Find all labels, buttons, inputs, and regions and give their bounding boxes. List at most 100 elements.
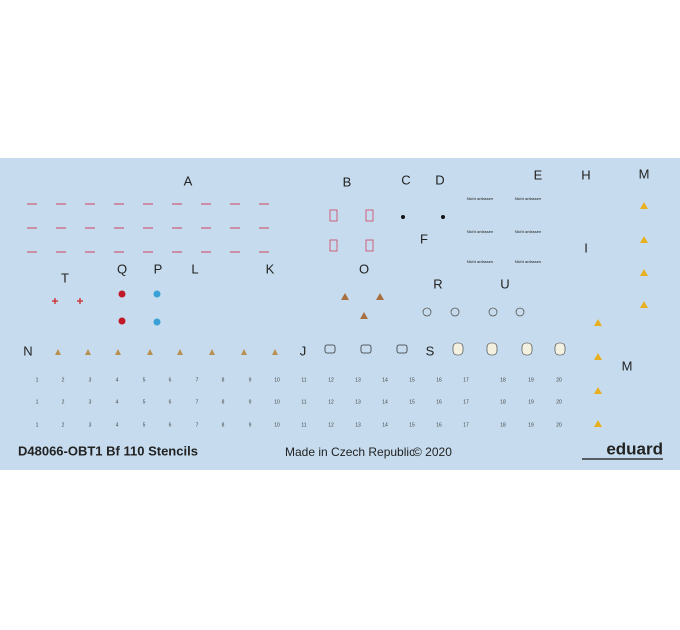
small-triangle <box>241 349 247 355</box>
decal-number: 18 <box>500 422 506 428</box>
red-frame <box>365 209 374 222</box>
decal-number: 13 <box>355 377 361 383</box>
decal-number: 2 <box>62 377 65 383</box>
decal-number: 8 <box>222 399 225 405</box>
decal-number: 10 <box>274 422 280 428</box>
decal-number: 6 <box>169 399 172 405</box>
ring-decal <box>488 307 498 317</box>
ring-decal <box>515 307 525 317</box>
decal-number: 1 <box>36 422 39 428</box>
decal-number: 11 <box>301 399 306 405</box>
warning-triangle <box>594 319 602 326</box>
decal-number: 4 <box>116 422 119 428</box>
decal-number: 16 <box>436 422 442 428</box>
decal-number: 17 <box>463 422 469 428</box>
brown-triangle <box>376 293 384 300</box>
section-letter: C <box>401 172 410 187</box>
decal-number: 9 <box>249 399 252 405</box>
brand-logo: eduard <box>606 439 663 458</box>
small-triangle <box>177 349 183 355</box>
decal-number: 16 <box>436 399 442 405</box>
arch-decal <box>452 342 464 356</box>
warning-triangle <box>594 387 602 394</box>
decal-number: 5 <box>143 377 146 383</box>
section-letter: S <box>426 343 435 358</box>
decal-number: 4 <box>116 399 119 405</box>
black-dot <box>401 215 405 219</box>
small-triangle <box>85 349 91 355</box>
section-letter: R <box>433 276 442 291</box>
decal-number: 10 <box>274 399 280 405</box>
warning-triangle <box>594 353 602 360</box>
small-triangle <box>209 349 215 355</box>
decal-number: 9 <box>249 377 252 383</box>
decal-number: 16 <box>436 377 442 383</box>
stencil-label: Nicht anfassen <box>515 229 541 234</box>
stencil-label: Nicht anfassen <box>515 196 541 201</box>
section-letter: J <box>300 343 307 358</box>
decal-number: 2 <box>62 422 65 428</box>
decal-number: 15 <box>409 399 415 405</box>
brown-triangle <box>341 293 349 300</box>
decal-number: 5 <box>143 399 146 405</box>
decal-number: 14 <box>382 422 388 428</box>
decal-number: 15 <box>409 377 415 383</box>
decal-number: 13 <box>355 422 361 428</box>
decal-number: 20 <box>556 377 562 383</box>
section-letter: F <box>420 231 428 246</box>
decal-number: 7 <box>196 377 199 383</box>
arch-decal <box>486 342 498 356</box>
section-letter: E <box>534 167 543 182</box>
decal-number: 10 <box>274 377 280 383</box>
section-letter: A <box>184 173 193 188</box>
arch-decal <box>521 342 533 356</box>
decal-number: 1 <box>36 399 39 405</box>
section-letter: K <box>266 261 275 276</box>
decal-number: 3 <box>89 422 92 428</box>
small-triangle <box>115 349 121 355</box>
section-letter: Q <box>117 261 127 276</box>
decal-number: 7 <box>196 422 199 428</box>
stencil-label: Nicht anfassen <box>467 196 493 201</box>
decal-number: 19 <box>528 399 534 405</box>
decal-number: 13 <box>355 399 361 405</box>
warning-triangle <box>640 301 648 308</box>
section-letter: D <box>435 172 444 187</box>
red-frame <box>365 239 374 252</box>
decal-number: 12 <box>328 422 334 428</box>
copyright: © 2020 <box>413 445 452 459</box>
red-dot <box>118 317 126 325</box>
decal-sheet <box>0 158 680 470</box>
warning-triangle <box>640 236 648 243</box>
decal-number: 8 <box>222 422 225 428</box>
section-letter: T <box>61 270 69 285</box>
red-dot <box>118 290 126 298</box>
stencil-label: Nicht anfassen <box>467 259 493 264</box>
warning-triangle <box>594 420 602 427</box>
section-letter: M <box>639 166 650 181</box>
black-dot <box>441 215 445 219</box>
small-triangle <box>272 349 278 355</box>
decal-number: 5 <box>143 422 146 428</box>
warning-triangle <box>640 202 648 209</box>
blue-dot <box>153 318 161 326</box>
decal-number: 6 <box>169 377 172 383</box>
section-letter: B <box>343 174 352 189</box>
small-triangle <box>55 349 61 355</box>
ring-decal <box>450 307 460 317</box>
origin: Made in Czech Republic <box>285 445 415 459</box>
decal-number: 19 <box>528 377 534 383</box>
stencil-label: Nicht anfassen <box>515 259 541 264</box>
decal-number: 7 <box>196 399 199 405</box>
decal-number: 4 <box>116 377 119 383</box>
section-letter: L <box>191 261 198 276</box>
decal-number: 3 <box>89 399 92 405</box>
outline-box <box>324 344 336 354</box>
decal-number: 18 <box>500 399 506 405</box>
red-cross <box>77 298 83 304</box>
decal-number: 11 <box>301 422 306 428</box>
decal-number: 1 <box>36 377 39 383</box>
decal-number: 3 <box>89 377 92 383</box>
red-frame <box>329 239 338 252</box>
